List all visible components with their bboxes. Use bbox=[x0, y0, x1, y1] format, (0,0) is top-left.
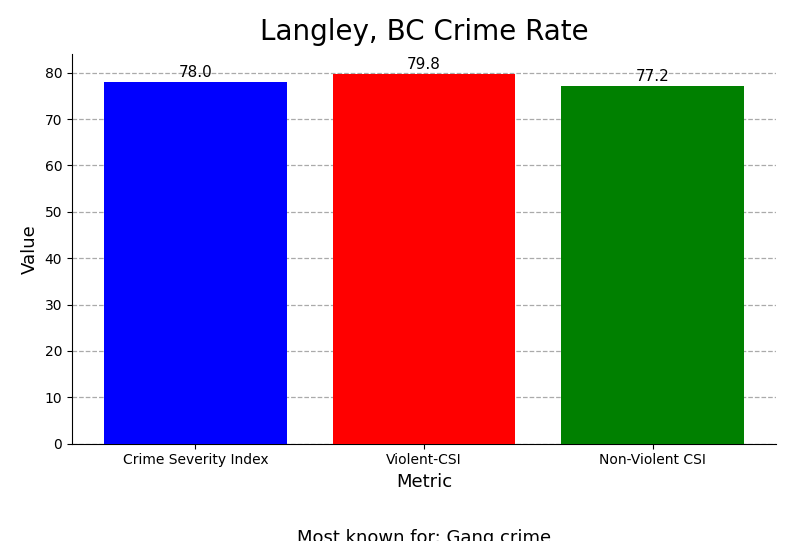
Text: 78.0: 78.0 bbox=[178, 65, 212, 80]
Bar bbox=[104, 82, 287, 444]
Y-axis label: Value: Value bbox=[21, 224, 39, 274]
Text: 79.8: 79.8 bbox=[407, 57, 441, 72]
Bar bbox=[561, 85, 744, 444]
Text: 77.2: 77.2 bbox=[636, 69, 670, 84]
Text: Most known for: Gang crime: Most known for: Gang crime bbox=[297, 529, 551, 541]
Title: Langley, BC Crime Rate: Langley, BC Crime Rate bbox=[260, 18, 588, 46]
Bar bbox=[333, 74, 515, 444]
X-axis label: Metric: Metric bbox=[396, 473, 452, 491]
